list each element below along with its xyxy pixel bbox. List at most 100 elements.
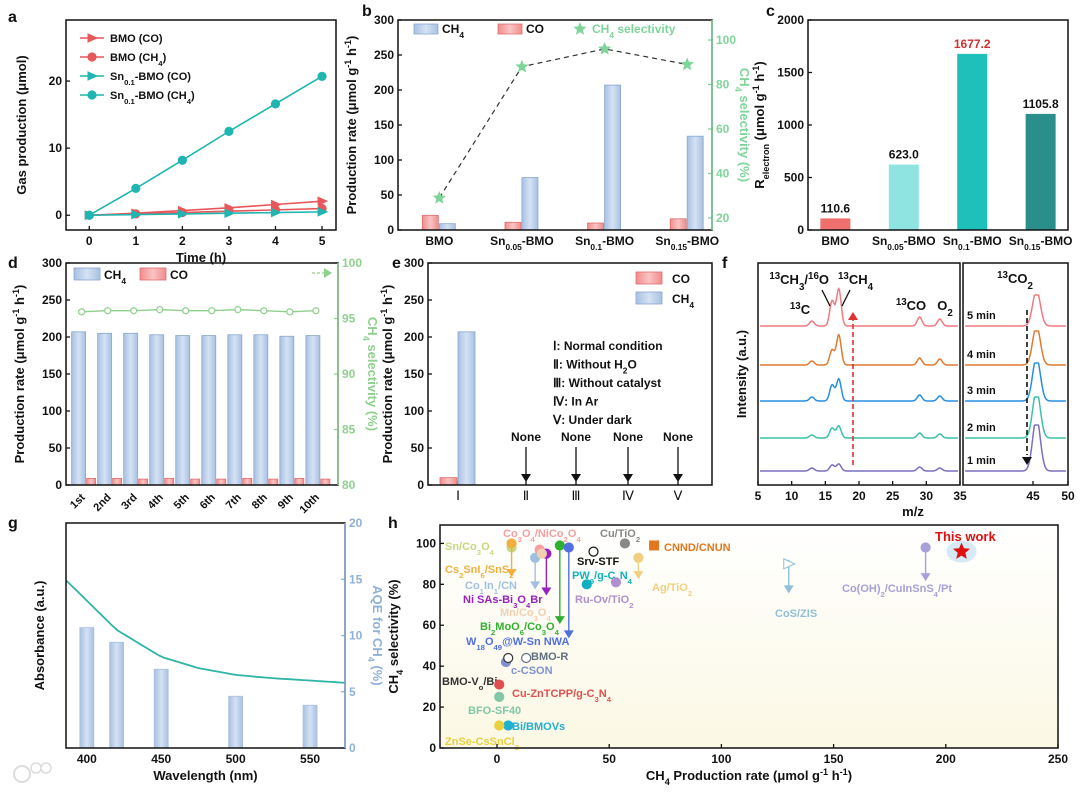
- y-axis-title: Production rate (μmol g-1 h-1): [343, 36, 359, 215]
- category-label: 10th: [298, 491, 323, 516]
- y2-tick-label: 20: [716, 211, 730, 225]
- y2-tick-label: 85: [342, 423, 356, 437]
- x-tick-label: 250: [1048, 752, 1068, 766]
- pointer-line: [841, 289, 851, 307]
- category-label: Sn0.05-BMO: [490, 234, 554, 252]
- y2-tick-label: 15: [349, 572, 363, 586]
- category-label: 1st: [68, 491, 88, 511]
- legend-swatch: [635, 291, 663, 305]
- x-tick-label: 200: [936, 752, 956, 766]
- x-tick-label: 25: [886, 489, 900, 503]
- ms-trace: [760, 333, 958, 366]
- co-bar: [268, 478, 279, 486]
- panel-h: 0 20 40 60 80 100 0 50 100 150 200 250 CH4 Productio…: [386, 515, 1068, 787]
- x-tick-label: 3: [226, 234, 233, 248]
- x-axis-title: m/z: [902, 504, 924, 519]
- category-label: Sn0.15-BMO: [1009, 234, 1073, 252]
- none-label: None: [663, 430, 693, 444]
- series-line: [89, 211, 323, 217]
- point-label: BMO-Vo/Bi: [442, 676, 497, 692]
- point-label: c-CSON: [511, 665, 553, 677]
- peak-label: 13C: [790, 301, 811, 318]
- circle-marker: [920, 542, 931, 553]
- series-line: [88, 75, 323, 216]
- y-axis-title: Production rate (μmol g-1 h-1): [379, 285, 395, 464]
- point-label: Cu/TiO2: [600, 528, 640, 544]
- legend-label: BMO (CH4): [110, 52, 167, 68]
- circle-marker: [87, 90, 97, 100]
- circle-marker: [506, 538, 517, 549]
- category-label: Sn0.15-BMO: [655, 234, 719, 252]
- selectivity-line: [438, 48, 688, 199]
- y-axis-title: Intensity (a.u.): [734, 330, 749, 418]
- plot-frame: [807, 19, 1069, 231]
- legend-label: CH4: [672, 292, 694, 310]
- circle-marker: [317, 71, 327, 81]
- y2-axis-title: CH4 selectivity (%): [361, 317, 380, 431]
- category-label: 6th: [198, 491, 218, 511]
- panel-c: 0 500 1000 1500 2000 Relectron (μmol g-1 h-1)…: [751, 3, 1072, 252]
- y-tick-label: 100: [42, 404, 62, 418]
- circle-marker: [177, 155, 187, 165]
- x-tick-label: 5: [319, 234, 326, 248]
- point-label: BMO-R: [531, 651, 568, 663]
- circle-marker: [610, 577, 622, 588]
- circle-marker: [130, 307, 138, 315]
- condition-label: Ⅳ: In Ar: [553, 395, 599, 409]
- category-label: 7th: [224, 491, 244, 511]
- category-label: Ⅲ: [572, 488, 581, 503]
- ch4-bar: [686, 135, 704, 231]
- arrowhead-icon: [521, 474, 531, 482]
- y-tick-label: 0: [797, 223, 804, 237]
- ch4-bar: [227, 334, 243, 486]
- legend-swatch: [139, 267, 167, 281]
- ch4-bar: [149, 334, 165, 486]
- ms-trace-co2: [965, 294, 1066, 327]
- co-bar: [190, 478, 201, 486]
- y-tick-label: 0: [429, 741, 436, 755]
- panel-a: 0 10 20 0 1 2 3 4 5 Time (h) Gas production (μmol)…: [8, 9, 337, 265]
- x-axis-title: CH4 Production rate (μmol g-1 h-1): [646, 767, 852, 787]
- panel-e: 0 50 100 150 200 250 300 Production rate (μmol …: [379, 255, 713, 503]
- co-bar: [439, 477, 458, 486]
- point-label: Cu-ZnTCPP/g-C3N4: [512, 688, 612, 704]
- arrowhead-icon: [530, 581, 541, 590]
- arrowhead-icon: [673, 474, 683, 482]
- triangle-marker: [783, 558, 796, 570]
- panel-f: 5 10 15 20 25 30 35 45 50 m/z Intensity (a.u.) f 1 m…: [722, 255, 1075, 519]
- legend-swatch: [73, 267, 101, 281]
- y-tick-label: 50: [381, 188, 395, 202]
- x-axis-title: Time (h): [176, 250, 226, 265]
- point-label: Bi2MoO6/Co3O4: [480, 621, 560, 637]
- y-tick-label: 200: [374, 83, 394, 97]
- circle-marker: [521, 652, 532, 664]
- y-tick-label: 40: [423, 659, 437, 673]
- time-label: 4 min: [967, 349, 996, 361]
- y2-tick-label: 95: [342, 312, 356, 326]
- circle-marker: [588, 546, 599, 557]
- legend-label: Sn0.1-BMO (CO): [110, 71, 191, 87]
- circle-marker: [581, 579, 592, 590]
- circle-marker: [84, 210, 94, 220]
- circle-marker: [208, 307, 216, 315]
- y-tick-label: 20: [49, 74, 63, 88]
- point-label: This work: [935, 529, 996, 544]
- y2-tick-label: 10: [349, 629, 363, 643]
- point-label: Ru-Ov/TiO2: [575, 594, 633, 610]
- x-tick-label: 100: [711, 752, 731, 766]
- circle-marker: [131, 183, 141, 194]
- y-tick-label: 200: [404, 330, 424, 344]
- watermark-logo: [13, 762, 52, 783]
- category-label: Sn0.1-BMO: [575, 234, 634, 252]
- y-tick-label: 150: [404, 367, 424, 381]
- panel-label: e: [392, 255, 401, 272]
- y-tick-label: 100: [374, 153, 394, 167]
- point-label: Mn/Co3O4: [500, 607, 551, 623]
- ms-trace: [760, 287, 958, 327]
- category-label: Ⅴ: [674, 488, 683, 503]
- ch4-bar: [305, 335, 321, 486]
- y-tick-label: 60: [423, 618, 437, 632]
- condition-label: Ⅰ: Normal condition: [553, 339, 663, 353]
- x-tick-label: 4: [272, 234, 279, 248]
